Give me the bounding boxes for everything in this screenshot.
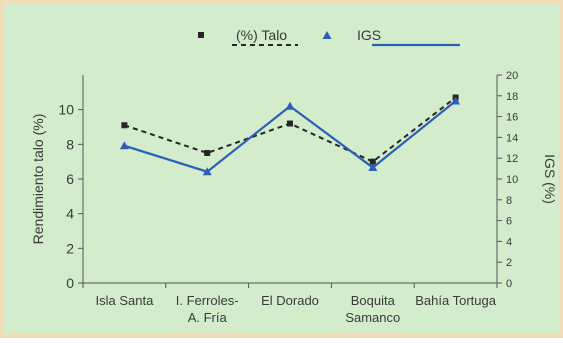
y-right-tick-label: 0 [506, 278, 512, 290]
chart-background [4, 4, 559, 334]
x-tick-label: I. Ferroles- [176, 293, 239, 308]
series-2-point [285, 101, 295, 110]
y-right-tick-label: 4 [506, 236, 512, 248]
x-tick-label: Isla Santa [95, 293, 154, 308]
x-tick-label: Samanco [345, 310, 400, 325]
y-right-tick-label: 6 [506, 216, 512, 228]
y-left-tick-label: 2 [66, 240, 74, 256]
y-right-tick-label: 12 [506, 153, 518, 165]
y-left-tick-label: 6 [66, 171, 74, 187]
x-tick-label: Boquita [351, 293, 396, 308]
series-2-point [368, 163, 378, 172]
series-1-point [121, 122, 128, 129]
y-left-tick-label: 0 [66, 275, 74, 291]
y-right-tick-label: 10 [506, 174, 518, 186]
y-left-tick-label: 10 [58, 102, 74, 118]
series-1-point [204, 150, 211, 156]
series-1-point [369, 158, 376, 165]
y-left-tick-label: 8 [66, 136, 74, 152]
y-right-tick-label: 2 [506, 257, 512, 269]
y-axis-left-title: Rendimiento talo (%) [30, 114, 46, 245]
series-2-point [202, 167, 212, 176]
series-2-point [451, 96, 461, 105]
legend-label-2: IGS [357, 27, 381, 43]
x-tick-label: El Dorado [261, 293, 319, 308]
y-axis-right-title: IGS (%) [542, 154, 558, 204]
legend-label-1: (%) Talo [236, 27, 287, 43]
y-right-tick-label: 20 [506, 70, 518, 82]
y-left-tick-label: 4 [66, 206, 74, 222]
y-right-tick-label: 8 [506, 195, 512, 207]
y-right-tick-label: 14 [506, 132, 518, 144]
series-1-point [287, 120, 293, 127]
series-2-point [119, 141, 129, 150]
y-right-tick-label: 16 [506, 112, 518, 124]
legend-marker-1 [198, 32, 204, 38]
legend-marker-2 [322, 31, 332, 39]
x-tick-label: Bahía Tortuga [415, 293, 496, 308]
x-tick-label: A. Fría [188, 310, 228, 325]
y-right-tick-label: 18 [506, 91, 518, 103]
